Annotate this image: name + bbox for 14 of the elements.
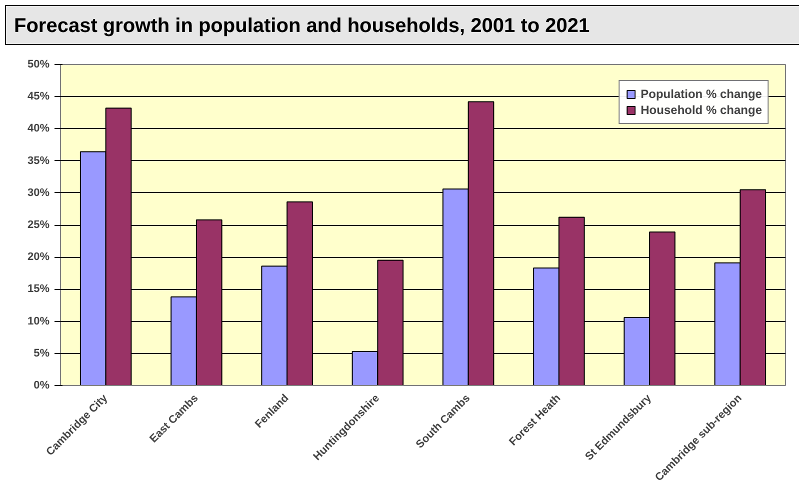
- y-tick-label: 35%: [27, 154, 50, 167]
- y-tick-label: 10%: [27, 315, 50, 328]
- legend-label: Household % change: [640, 103, 762, 117]
- y-tick-label: 40%: [27, 122, 50, 135]
- y-tick-label: 45%: [27, 90, 50, 103]
- y-tick-label: 20%: [27, 251, 50, 264]
- y-tick-label: 50%: [27, 58, 50, 70]
- y-tick-label: 30%: [27, 186, 50, 199]
- y-tick-label: 0%: [34, 380, 50, 392]
- chart-title: Forecast growth in population and households, 2001 to 2021: [14, 14, 590, 39]
- y-tick-label: 25%: [27, 219, 50, 231]
- legend-label: Population % change: [640, 87, 762, 101]
- y-tick-label: 15%: [27, 283, 50, 296]
- y-tick-label: 5%: [34, 347, 50, 360]
